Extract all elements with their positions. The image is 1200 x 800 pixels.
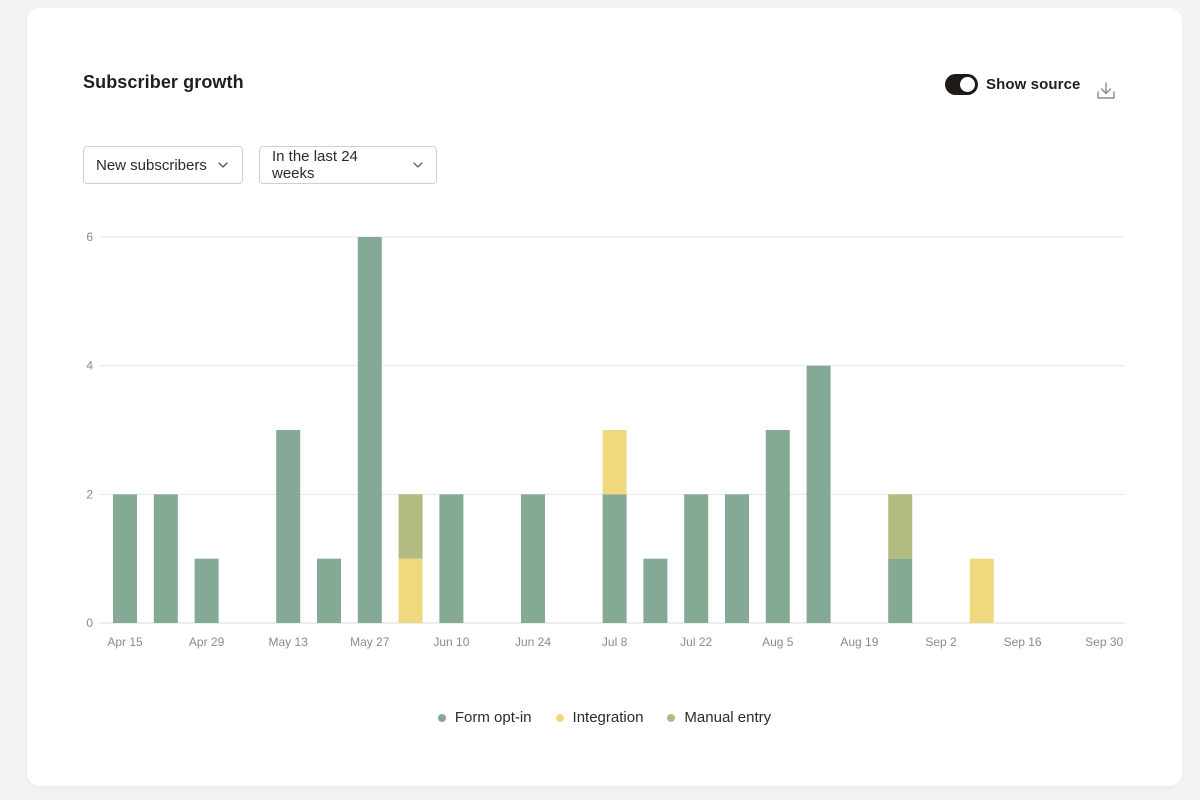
y-tick-label: 2 bbox=[86, 487, 93, 501]
bar-segment-form-opt-in bbox=[643, 558, 668, 623]
bar-segment-form-opt-in bbox=[725, 494, 749, 623]
bar-segment-form-opt-in bbox=[602, 494, 627, 623]
y-tick-label: 4 bbox=[86, 359, 93, 373]
x-tick-label: May 13 bbox=[269, 635, 309, 649]
bar-segment-manual-entry bbox=[398, 494, 423, 559]
chevron-down-icon bbox=[413, 162, 423, 168]
bar-segment-form-opt-in bbox=[439, 494, 464, 623]
x-tick-label: Sep 30 bbox=[1085, 635, 1123, 649]
toggle-label: Show source bbox=[986, 76, 1081, 93]
x-tick-label: Jul 8 bbox=[602, 635, 628, 649]
legend-item: Integration bbox=[555, 709, 644, 726]
chevron-down-icon bbox=[218, 162, 228, 168]
x-tick-label: Sep 16 bbox=[1004, 635, 1042, 649]
legend-label: Form opt-in bbox=[454, 709, 532, 726]
x-tick-label: Jul 22 bbox=[680, 635, 712, 649]
bar-segment-form-opt-in bbox=[521, 494, 545, 623]
bar-segment-form-opt-in bbox=[684, 494, 709, 623]
toggle-knob bbox=[960, 77, 975, 92]
x-tick-label: Apr 29 bbox=[189, 635, 225, 649]
y-tick-label: 6 bbox=[86, 230, 93, 244]
metric-dropdown[interactable]: New subscribers bbox=[83, 146, 243, 184]
subscriber-growth-card: Subscriber growth Show source New subscr… bbox=[27, 8, 1182, 786]
toggle-switch[interactable] bbox=[945, 74, 978, 95]
download-icon[interactable] bbox=[1095, 80, 1117, 102]
legend-item: Manual entry bbox=[667, 709, 771, 726]
bar-segment-form-opt-in bbox=[888, 558, 913, 623]
bar-segment-manual-entry bbox=[888, 494, 913, 559]
bar-segment-integration bbox=[969, 558, 994, 623]
x-tick-label: Apr 15 bbox=[107, 635, 143, 649]
metric-dropdown-value: New subscribers bbox=[96, 156, 207, 174]
legend-item: Form opt-in bbox=[437, 709, 532, 726]
x-tick-label: Aug 5 bbox=[762, 635, 794, 649]
chart-legend: Form opt-in Integration Manual entry bbox=[27, 709, 1182, 726]
legend-dot bbox=[437, 713, 446, 722]
bar-segment-form-opt-in bbox=[806, 365, 831, 623]
x-tick-label: May 27 bbox=[350, 635, 390, 649]
show-source-toggle[interactable]: Show source bbox=[945, 74, 1080, 95]
bar-segment-form-opt-in bbox=[113, 494, 137, 623]
bar-segment-integration bbox=[602, 430, 627, 495]
y-tick-label: 0 bbox=[86, 616, 93, 630]
bar-segment-form-opt-in bbox=[194, 558, 219, 623]
bar-segment-form-opt-in bbox=[357, 237, 382, 623]
x-tick-label: Sep 2 bbox=[925, 635, 957, 649]
range-dropdown-value: In the last 24 weeks bbox=[272, 148, 358, 182]
x-tick-label: Jun 10 bbox=[433, 635, 469, 649]
bar-segment-form-opt-in bbox=[765, 430, 790, 623]
x-tick-label: Jun 24 bbox=[515, 635, 551, 649]
legend-dot bbox=[667, 713, 676, 722]
legend-dot bbox=[555, 713, 564, 722]
legend-label: Integration bbox=[572, 709, 644, 726]
range-dropdown[interactable]: In the last 24 weeks bbox=[259, 146, 437, 184]
chart-title: Subscriber growth bbox=[83, 72, 244, 92]
bar-segment-integration bbox=[398, 558, 423, 623]
bar-segment-form-opt-in bbox=[153, 494, 178, 623]
legend-label: Manual entry bbox=[684, 709, 772, 726]
bar-segment-form-opt-in bbox=[317, 558, 341, 623]
bar-segment-form-opt-in bbox=[276, 430, 301, 623]
stacked-bar-chart: 0 2 4 6 Apr 15 Apr 29 May 13 May 27 Jun 10 Jun 24… bbox=[86, 230, 1124, 649]
x-tick-label: Aug 19 bbox=[840, 635, 878, 649]
